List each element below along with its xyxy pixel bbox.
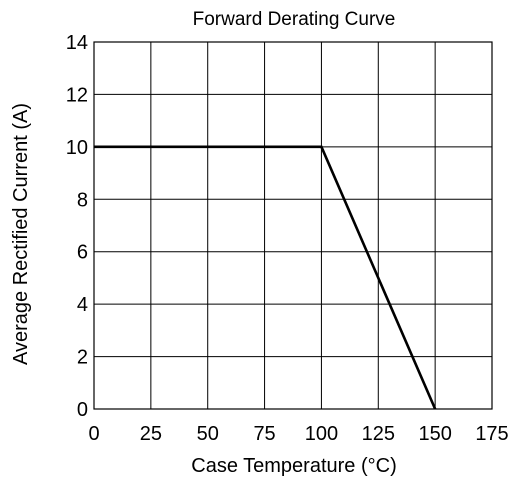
y-tick-label: 0 (77, 399, 88, 421)
x-tick-label: 25 (140, 423, 162, 445)
x-tick-label: 175 (475, 423, 508, 445)
y-tick-labels: 0 2 4 6 8 10 12 14 (66, 32, 88, 421)
y-tick-label: 6 (77, 242, 88, 264)
chart-title: Forward Derating Curve (193, 9, 396, 30)
y-axis-label: Average Rectified Current (A) (10, 103, 32, 365)
gridlines (93, 41, 493, 410)
y-tick-label: 8 (77, 189, 88, 211)
y-tick-label: 2 (77, 347, 88, 369)
x-axis-label: Case Temperature (°C) (191, 455, 396, 477)
y-tick-label: 10 (66, 137, 88, 159)
x-tick-labels: 0 25 50 75 100 125 150 175 (88, 423, 508, 445)
x-tick-label: 75 (253, 423, 275, 445)
x-tick-label: 150 (418, 423, 451, 445)
y-tick-label: 14 (66, 32, 88, 54)
x-tick-label: 50 (197, 423, 219, 445)
x-tick-label: 0 (88, 423, 99, 445)
x-tick-label: 125 (362, 423, 395, 445)
y-tick-label: 12 (66, 84, 88, 106)
x-tick-label: 100 (305, 423, 338, 445)
plot-area-frame (93, 41, 493, 410)
derating-curve-line (94, 145, 437, 410)
series-layer (94, 145, 437, 410)
y-tick-label: 4 (77, 294, 88, 316)
